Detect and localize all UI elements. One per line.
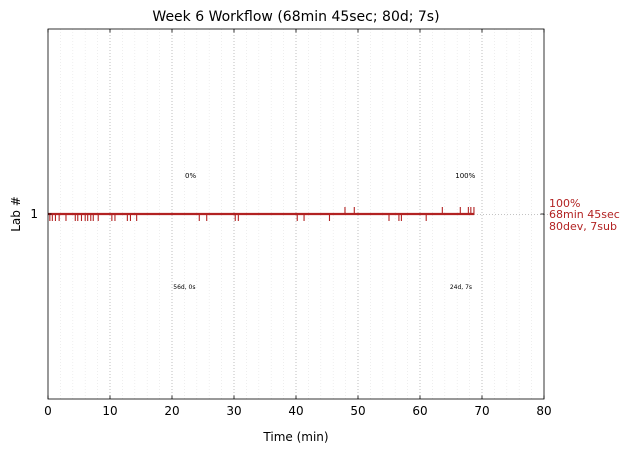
y-axis-ticks: 1 — [30, 207, 544, 221]
x-tick-label: 40 — [288, 404, 303, 418]
x-axis-label: Time (min) — [262, 430, 328, 444]
x-tick-label: 20 — [164, 404, 179, 418]
summary-percent: 100% — [549, 197, 580, 210]
x-tick-label: 30 — [226, 404, 241, 418]
x-tick-label: 70 — [474, 404, 489, 418]
x-tick-label: 60 — [412, 404, 427, 418]
annotation-pct-start: 0% — [185, 172, 196, 180]
y-tick-label: 1 — [30, 207, 38, 221]
annotation-pct-end: 100% — [455, 172, 475, 180]
y-axis-label: Lab # — [9, 196, 23, 232]
x-tick-label: 10 — [102, 404, 117, 418]
chart-title: Week 6 Workflow (68min 45sec; 80d; 7s) — [152, 9, 439, 25]
x-axis-ticks: 0 10 20 30 40 50 60 70 80 — [44, 29, 552, 418]
x-tick-label: 80 — [536, 404, 551, 418]
x-tick-label: 0 — [44, 404, 52, 418]
x-tick-label: 50 — [350, 404, 365, 418]
annotation-count-start: 56d, 0s — [173, 284, 195, 291]
summary-duration: 68min 45sec — [549, 208, 620, 221]
annotation-count-end: 24d, 7s — [450, 284, 472, 291]
series-lab-1 — [48, 207, 475, 221]
summary-counts: 80dev, 7sub — [549, 220, 617, 233]
